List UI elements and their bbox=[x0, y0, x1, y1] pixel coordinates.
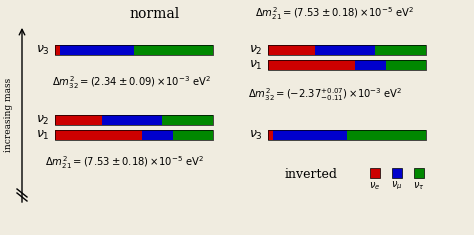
Text: inverted: inverted bbox=[285, 168, 338, 181]
Bar bbox=[142, 130, 173, 140]
Text: $\nu_1$: $\nu_1$ bbox=[36, 129, 50, 141]
Bar bbox=[55, 45, 213, 55]
Bar bbox=[268, 60, 426, 70]
Text: $\nu_e$: $\nu_e$ bbox=[369, 180, 381, 192]
Bar bbox=[55, 45, 60, 55]
Text: $\Delta m^2_{21} = (7.53 \pm 0.18)\times\!10^{-5}\ \mathrm{eV}^2$: $\Delta m^2_{21} = (7.53 \pm 0.18)\times… bbox=[255, 5, 414, 22]
Text: $\nu_2$: $\nu_2$ bbox=[36, 114, 50, 127]
Bar bbox=[268, 60, 355, 70]
Text: $\Delta m^2_{21} = (7.53 \pm 0.18)\times\!10^{-5}\ \mathrm{eV}^2$: $\Delta m^2_{21} = (7.53 \pm 0.18)\times… bbox=[45, 155, 204, 171]
Bar bbox=[370, 168, 380, 178]
Bar bbox=[273, 130, 347, 140]
Text: $\nu_2$: $\nu_2$ bbox=[249, 43, 263, 57]
Bar bbox=[392, 168, 402, 178]
Bar bbox=[163, 115, 213, 125]
Text: $\nu_\mu$: $\nu_\mu$ bbox=[391, 180, 403, 192]
Text: $\Delta m^2_{32} = (-2.37^{+0.07}_{-0.11})\times\!10^{-3}\ \mathrm{eV}^2$: $\Delta m^2_{32} = (-2.37^{+0.07}_{-0.11… bbox=[248, 87, 402, 103]
Text: $\nu_3$: $\nu_3$ bbox=[249, 129, 263, 141]
Text: normal: normal bbox=[130, 7, 180, 21]
Bar bbox=[102, 115, 163, 125]
Bar bbox=[375, 45, 426, 55]
Bar bbox=[347, 130, 426, 140]
Bar bbox=[134, 45, 213, 55]
Bar bbox=[268, 130, 273, 140]
Bar bbox=[55, 115, 213, 125]
Bar bbox=[315, 45, 375, 55]
Bar bbox=[268, 130, 426, 140]
Bar bbox=[60, 45, 134, 55]
Bar bbox=[55, 115, 102, 125]
Bar bbox=[55, 130, 213, 140]
Text: $\Delta m^2_{32} = (2.34 \pm 0.09)\times\!10^{-3}\ \mathrm{eV}^2$: $\Delta m^2_{32} = (2.34 \pm 0.09)\times… bbox=[52, 74, 211, 91]
Bar bbox=[268, 45, 315, 55]
Bar bbox=[414, 168, 424, 178]
Bar bbox=[268, 45, 426, 55]
Text: increasing mass: increasing mass bbox=[4, 78, 13, 152]
Text: $\nu_1$: $\nu_1$ bbox=[249, 59, 263, 71]
Bar bbox=[355, 60, 386, 70]
Text: $\nu_3$: $\nu_3$ bbox=[36, 43, 50, 57]
Bar bbox=[173, 130, 213, 140]
Bar bbox=[386, 60, 426, 70]
Bar bbox=[55, 130, 142, 140]
Text: $\nu_\tau$: $\nu_\tau$ bbox=[413, 180, 425, 192]
